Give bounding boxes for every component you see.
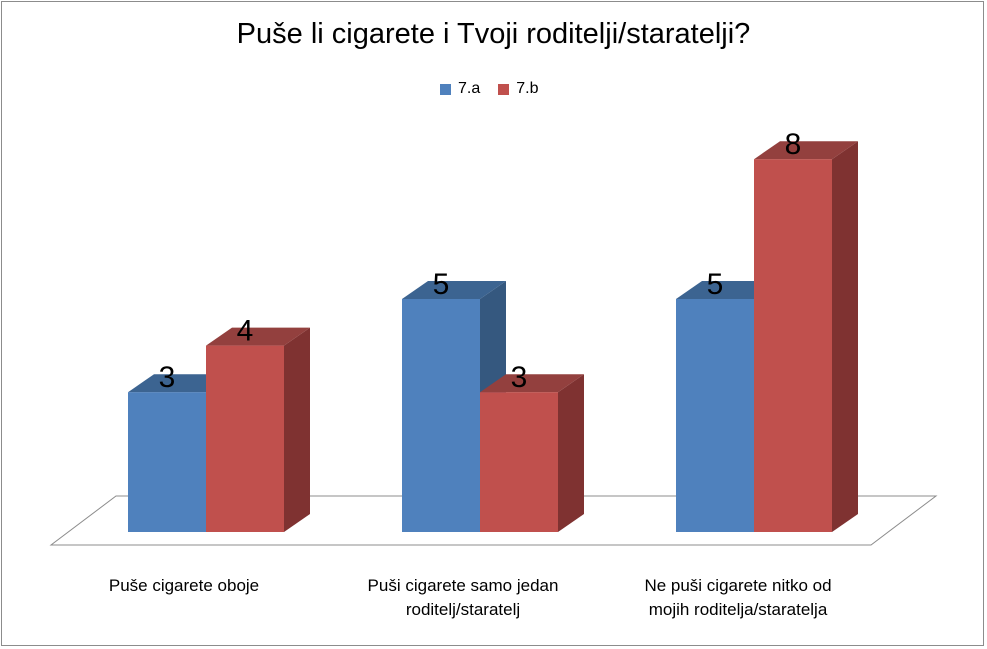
legend-label-series-1: 7.a xyxy=(458,80,481,97)
bar-front xyxy=(206,345,284,532)
category-label-1: Puše cigarete oboje xyxy=(54,574,314,598)
bar-top xyxy=(754,141,858,160)
category-label-line: Ne puši cigarete nitko od xyxy=(644,576,832,595)
data-label-series-2-cat-3: 8 xyxy=(785,128,802,161)
category-label-line: mojih roditelja/staratelja xyxy=(648,600,828,619)
bar-side xyxy=(832,141,858,532)
bar-series-2-cat-3 xyxy=(754,141,858,532)
data-label-series-1-cat-3: 5 xyxy=(707,268,724,301)
category-label-line: Puši cigarete samo jedan xyxy=(367,576,559,595)
legend-swatch-series-2 xyxy=(498,83,510,95)
data-label-series-2-cat-1: 4 xyxy=(237,315,254,348)
bar-front xyxy=(754,159,832,532)
data-label-series-1-cat-2: 5 xyxy=(433,268,450,301)
legend-swatch-series-1 xyxy=(440,83,451,95)
legend-label-series-2: 7.b xyxy=(516,80,539,97)
category-label-3: Ne puši cigarete nitko od mojih roditelja… xyxy=(608,574,868,622)
bar-top xyxy=(480,374,584,393)
bar-side xyxy=(558,374,584,532)
data-label-series-1-cat-1: 3 xyxy=(159,361,176,394)
bar-front xyxy=(402,299,480,532)
legend-item-series-1: 7.a xyxy=(440,80,480,98)
data-label-series-2-cat-2: 3 xyxy=(511,361,528,394)
category-label-line: Puše cigarete oboje xyxy=(108,576,260,595)
bar-top xyxy=(402,281,506,299)
chart-title: Puše li cigarete i Tvoji roditelji/stara… xyxy=(236,18,751,50)
bar-top xyxy=(206,327,310,346)
legend: 7.a 7.b xyxy=(440,78,539,100)
bar-front xyxy=(128,392,206,532)
bar-front xyxy=(676,299,754,532)
bar-side xyxy=(284,327,310,532)
bars-group: 3 5 5 4 3 8 xyxy=(128,128,858,532)
bar-series-2-cat-1 xyxy=(206,327,310,532)
category-label-line: roditelj/staratelj xyxy=(405,600,521,619)
legend-item-series-2: 7.b xyxy=(498,80,539,98)
bar-front xyxy=(480,392,558,532)
bar-series-2-cat-2 xyxy=(480,374,584,532)
category-label-2: Puši cigarete samo jedan roditelj/starate… xyxy=(333,574,593,622)
